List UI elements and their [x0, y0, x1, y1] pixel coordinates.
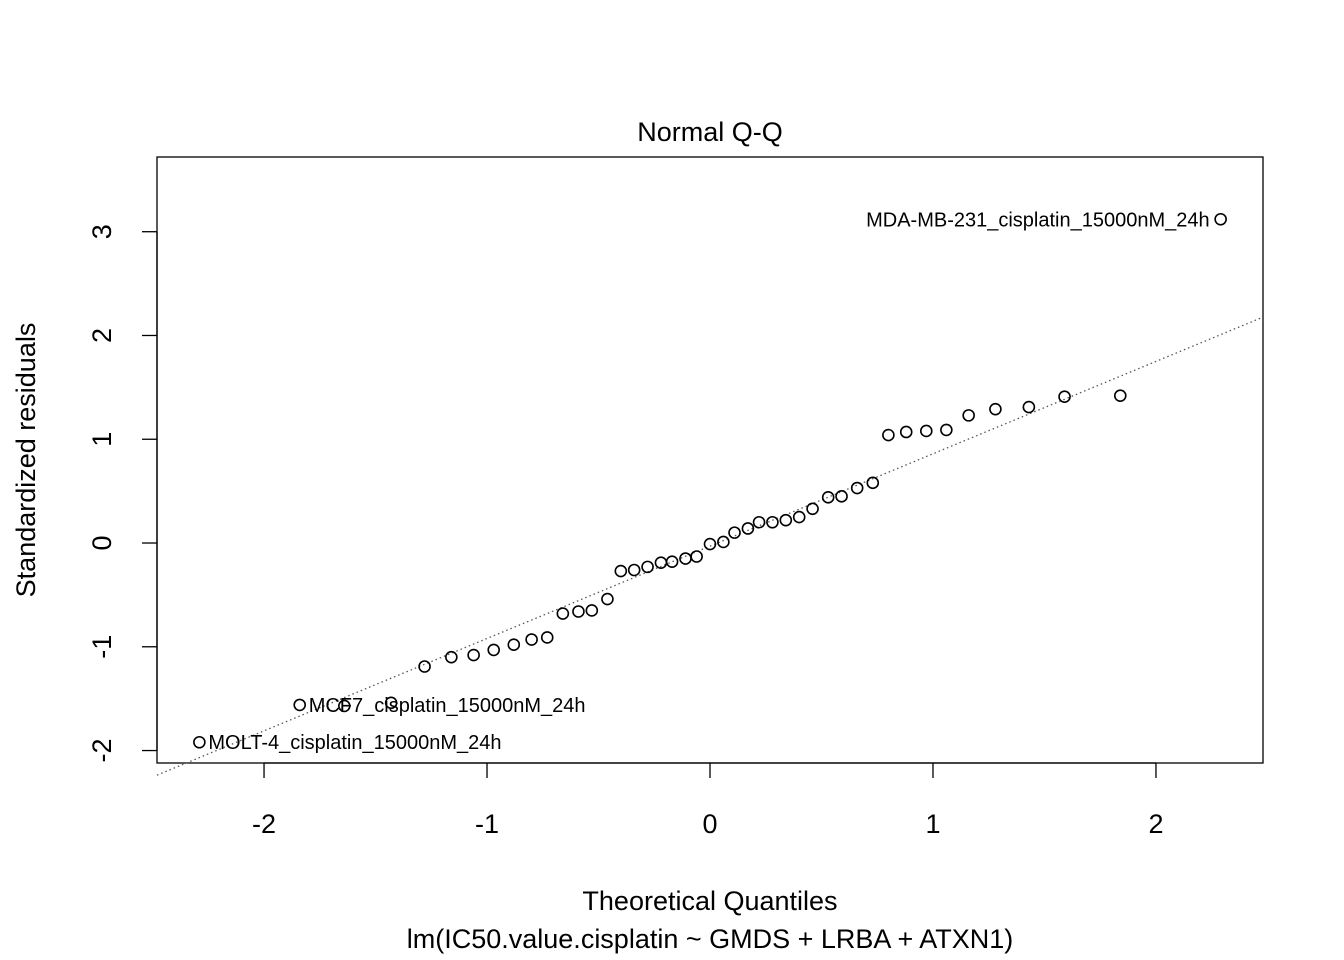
plot-frame [156, 156, 1264, 764]
x-tick-label: 2 [1148, 809, 1163, 839]
y-tick-label: 1 [87, 432, 117, 447]
y-tick-label: 3 [87, 224, 117, 239]
data-point [614, 564, 628, 578]
data-point [507, 638, 521, 652]
data-point [717, 535, 730, 549]
data-point [1058, 390, 1071, 404]
data-point [1022, 400, 1036, 414]
data-point [665, 555, 679, 568]
point-label: MCF7_cisplatin_15000nM_24h [309, 695, 586, 717]
data-point [703, 537, 717, 551]
y-axis: -2 -1 0 1 2 3 [87, 224, 158, 763]
x-tick-label: 1 [925, 809, 940, 839]
data-point [866, 476, 880, 490]
data-point [525, 633, 538, 646]
x-tick-label: 0 [702, 809, 717, 839]
data-point [779, 513, 793, 527]
data-point [193, 735, 206, 749]
data-point [627, 563, 641, 577]
point-label: MOLT-4_cisplatin_15000nM_24h [208, 732, 501, 754]
data-point [690, 550, 703, 563]
data-point [445, 650, 458, 664]
data-point [585, 604, 599, 617]
data-point [989, 402, 1002, 416]
data-point [467, 648, 480, 662]
data-point [418, 660, 431, 673]
data-point [919, 424, 933, 438]
data-point [338, 699, 351, 713]
data-point [882, 428, 895, 442]
y-tick-label: -1 [87, 635, 117, 659]
data-point [766, 515, 779, 529]
data-point [835, 490, 848, 503]
points-layer [193, 212, 1227, 749]
data-point [1214, 212, 1227, 226]
point-labels-layer: MDA-MB-231_cisplatin_15000nM_24h MCF7_cis… [208, 209, 1209, 754]
data-point [792, 510, 806, 524]
x-tick-label: -2 [252, 809, 276, 839]
data-point [556, 607, 570, 620]
x-axis-title: Theoretical Quantiles [582, 886, 837, 916]
data-point [752, 515, 766, 529]
data-point [293, 698, 307, 712]
x-tick-label: -1 [475, 809, 499, 839]
data-point [728, 526, 741, 539]
data-point [540, 631, 554, 644]
x-axis: -2 -1 0 1 2 [252, 762, 1163, 839]
data-point [384, 696, 398, 710]
y-tick-label: -2 [87, 739, 117, 763]
data-point [487, 643, 501, 657]
data-point [572, 605, 585, 618]
data-point [899, 425, 913, 439]
data-point [601, 592, 614, 606]
data-point [806, 502, 819, 516]
reference-line-layer [156, 316, 1264, 776]
data-point [741, 522, 755, 535]
data-point [1113, 389, 1127, 402]
y-tick-label: 0 [87, 535, 117, 550]
data-point [641, 560, 654, 574]
data-point [850, 481, 864, 495]
y-tick-label: 2 [87, 328, 117, 343]
data-point [962, 409, 975, 422]
chart-title: Normal Q-Q [637, 117, 783, 147]
data-point [940, 423, 953, 437]
y-axis-title: Standardized residuals [11, 323, 41, 598]
point-label: MDA-MB-231_cisplatin_15000nM_24h [866, 209, 1210, 231]
model-formula-subtitle: lm(IC50.value.cisplatin ~ GMDS + LRBA + … [407, 924, 1014, 954]
data-point [821, 491, 835, 504]
qq-reference-line [156, 316, 1264, 776]
